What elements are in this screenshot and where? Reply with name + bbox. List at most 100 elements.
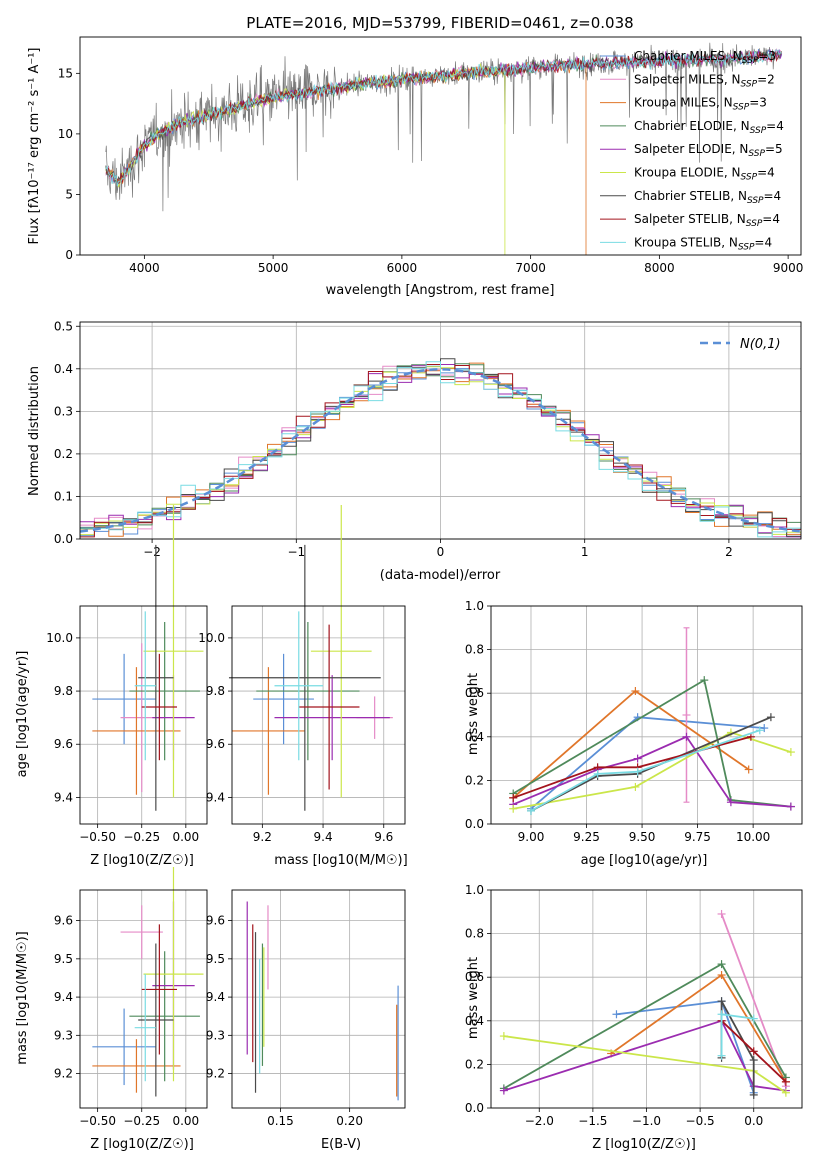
mass-vs-z-xlabel: Z [log10(Z/Z☉)]: [90, 1137, 194, 1152]
x-tick-label: 9000: [773, 261, 804, 275]
legend-subscript: SSP: [741, 79, 758, 89]
y-tick-label: 0.2: [465, 773, 484, 787]
x-tick-label: −2.0: [525, 1114, 554, 1128]
y-tick-label: 0.6: [465, 970, 484, 984]
massweight-vs-age-ylabel: mass weight: [466, 673, 481, 755]
grid-mass_vs_ebv: [232, 890, 405, 1108]
y-tick-label: 9.6: [54, 737, 73, 751]
errorbar-point-chabrier_elodie: [256, 621, 360, 761]
y-tick-label: 9.5: [206, 952, 225, 966]
x-tick-label: 6000: [387, 261, 418, 275]
series-kroupa_elodie: [509, 728, 795, 813]
series-salpeter_miles: [682, 627, 691, 803]
plot-area-residuals: [80, 358, 801, 538]
spectrum-legend: Chabrier MILES, NSSP=3 Salpeter MILES, NS…: [600, 49, 784, 252]
y-tick-label: 0.3: [54, 404, 73, 418]
x-tick-label: 0: [437, 545, 445, 559]
legend-label-rest: =4: [764, 189, 782, 203]
y-tick-label: 1.0: [465, 883, 484, 897]
y-tick-label: 0.2: [465, 1057, 484, 1071]
errorbar-point-chabrier_elodie: [129, 951, 200, 1082]
errorbar-point-salpeter_stelib: [141, 924, 178, 1055]
x-tick-label: 9.75: [684, 830, 711, 844]
legend-subscript: SSP: [748, 149, 765, 159]
errorbar-point-salpeter_stelib: [141, 653, 178, 761]
legend-subscript: SSP: [738, 242, 755, 252]
mass-vs-ebv-xlabel: E(B-V): [321, 1137, 361, 1152]
legend-label-rest: =2: [757, 72, 775, 86]
x-tick-label: 9.50: [629, 830, 656, 844]
y-tick-label: 9.3: [206, 1028, 225, 1042]
legend-label-salpeter_elodie: Salpeter ELODIE, NSSP=5: [634, 142, 783, 159]
x-tick-label: 0.0: [744, 1114, 763, 1128]
x-tick-label: 7000: [515, 261, 546, 275]
legend-subscript: SSP: [746, 219, 763, 229]
y-tick-label: 0.2: [54, 447, 73, 461]
series-kroupa_stelib: [717, 1010, 758, 1060]
y-tick-label: 9.4: [54, 790, 73, 804]
legend-label-rest: =4: [762, 212, 780, 226]
y-tick-label: 0.5: [54, 319, 73, 333]
x-tick-label: −0.50: [79, 830, 116, 844]
legend-label-rest: =4: [757, 166, 775, 180]
x-tick-label: 1: [581, 545, 589, 559]
residuals-legend: N(0,1): [700, 337, 781, 352]
y-tick-label: 0.1: [54, 489, 73, 503]
massweight-vs-age-xlabel: age [log10(age/yr)]: [581, 853, 708, 868]
y-tick-label: 0.4: [465, 1014, 484, 1028]
y-tick-label: 9.6: [54, 914, 73, 928]
plot-area-spectrum: [105, 42, 783, 255]
y-tick-label: 10: [58, 127, 73, 141]
y-tick-label: 1.0: [465, 599, 484, 613]
x-tick-label: −2: [143, 545, 161, 559]
legend-label-salpeter_stelib: Salpeter STELIB, NSSP=4: [634, 212, 780, 229]
legend-label-rest: =4: [754, 235, 772, 249]
x-tick-label: −1.5: [578, 1114, 607, 1128]
x-tick-label: 9.6: [374, 830, 393, 844]
x-tick-label: −0.25: [123, 1114, 160, 1128]
x-tick-label: 10.00: [736, 830, 770, 844]
y-tick-label: 9.4: [206, 990, 225, 1004]
series-line: [530, 716, 772, 812]
axes-massweight_vs_Z: −2.0 −1.5 −1.0 −0.5 0.0 0.0 0.2 0.4 0.6 0.8 1.0: [465, 883, 803, 1128]
x-tick-label: −1: [287, 545, 305, 559]
y-tick-label: 9.3: [54, 1028, 73, 1042]
errorbar-point-chabrier_miles: [253, 653, 314, 745]
axes-age_vs_mass: 9.2 9.4 9.6 9.4 9.6 9.8 10.0: [198, 504, 406, 844]
errorbar-point-kroupa_stelib: [134, 611, 156, 761]
axes-spectrum: 4000 5000 6000 7000 8000 9000 0 5 10 15: [58, 36, 804, 275]
y-tick-label: 9.8: [206, 684, 225, 698]
x-tick-label: 0.00: [172, 830, 199, 844]
spectrum-title: PLATE=2016, MJD=53799, FIBERID=0461, z=0…: [246, 14, 633, 32]
massweight-vs-age-panel: age [log10(age/yr)] mass weight: [466, 673, 707, 868]
y-tick-label: 0.0: [465, 1101, 484, 1115]
y-tick-label: 9.4: [206, 790, 225, 804]
errorbar-point-kroupa_miles: [232, 667, 305, 795]
legend-label-salpeter_miles: Salpeter MILES, NSSP=2: [634, 72, 775, 89]
legend-subscript: SSP: [750, 126, 767, 136]
y-tick-label: 0.0: [54, 532, 73, 546]
x-tick-label: 0.20: [336, 1114, 363, 1128]
plot-area-age_vs_Z: [92, 504, 204, 811]
x-tick-label: 5000: [258, 261, 289, 275]
errorbar-point-salpeter_miles: [120, 905, 163, 959]
legend-label-rest: =4: [766, 119, 784, 133]
legend-label-kroupa_elodie: Kroupa ELODIE, NSSP=4: [634, 166, 775, 183]
errorbar-point-salpeter_elodie: [274, 675, 390, 761]
y-tick-label: 9.5: [54, 952, 73, 966]
errorbar-point-kroupa_miles: [92, 1039, 181, 1093]
series-salpeter_stelib: [717, 1016, 790, 1086]
axes-frame: [79, 36, 802, 256]
y-tick-label: 9.8: [54, 684, 73, 698]
series-line: [616, 1000, 755, 1093]
grid-mass_vs_Z: [80, 890, 207, 1108]
axes-frame: [79, 321, 802, 540]
y-tick-label: 15: [58, 66, 73, 80]
y-tick-label: 0.4: [465, 730, 484, 744]
axes-frame: [79, 605, 208, 825]
x-tick-label: −0.25: [123, 830, 160, 844]
plot-area-massweight_vs_Z: [499, 909, 790, 1099]
legend-label-rest: =3: [749, 96, 767, 110]
errorbar-point-kroupa_elodie: [310, 504, 372, 798]
age-vs-mass-panel: mass [log10(M/M☉)]: [274, 853, 407, 868]
